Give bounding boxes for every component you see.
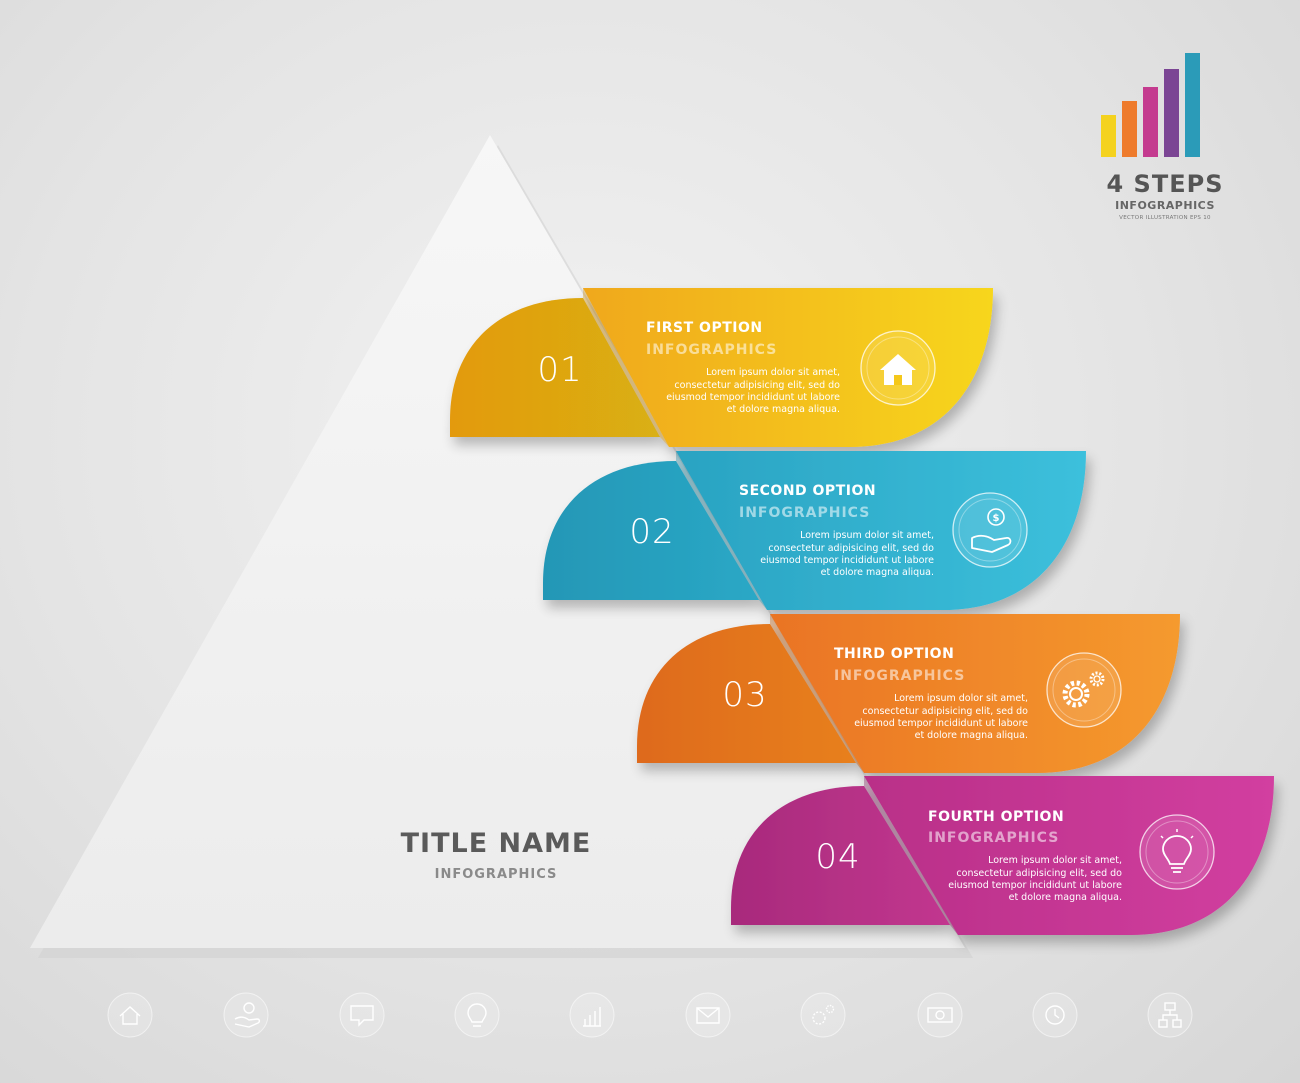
step-2-tab — [543, 461, 759, 600]
logo-bar — [1101, 115, 1116, 157]
step-3-body-line-1: Lorem ipsum dolor sit amet, — [894, 693, 1028, 704]
pyramid-subtitle: INFOGRAPHICS — [435, 867, 558, 882]
footer-envelope-icon[interactable] — [685, 992, 731, 1038]
logo-subtitle: INFOGRAPHICS — [1115, 199, 1215, 212]
logo-bar — [1164, 69, 1179, 157]
step-4-fold — [864, 776, 958, 935]
step-4-body-line-3: eiusmod tempor incididunt ut labore — [948, 880, 1122, 891]
step-3-title: THIRD OPTION — [834, 646, 954, 662]
footer-network-icon[interactable] — [1147, 992, 1193, 1038]
footer-money-hand-icon[interactable] — [223, 992, 269, 1038]
step-4-tab — [731, 786, 950, 925]
step-1-subtitle: INFOGRAPHICS — [646, 342, 777, 358]
logo-bar — [1185, 53, 1200, 157]
step-2-banner — [676, 451, 1086, 610]
step-1-tab — [450, 298, 660, 437]
step-2-subtitle: INFOGRAPHICS — [739, 505, 870, 521]
step-4-body-line-4: et dolore magna aliqua. — [1009, 892, 1122, 903]
logo-bar — [1122, 101, 1137, 157]
step-3-body-line-2: consectetur adipisicing elit, sed do — [862, 706, 1028, 717]
step-2-title: SECOND OPTION — [739, 483, 876, 499]
step-2-body-line-1: Lorem ipsum dolor sit amet, — [800, 530, 934, 541]
step-4-title: FOURTH OPTION — [928, 809, 1064, 825]
logo-small-text: VECTOR ILLUSTRATION EPS 10 — [1119, 215, 1211, 221]
pyramid-title: TITLE NAME — [401, 828, 592, 859]
lightbulb-icon — [1139, 814, 1215, 890]
step-3-body-line-4: et dolore magna aliqua. — [915, 730, 1028, 741]
footer-home-icon[interactable] — [107, 992, 153, 1038]
step-1-banner — [583, 288, 993, 447]
footer-speech-bubble-icon[interactable] — [339, 992, 385, 1038]
step-4-number: 04 — [815, 837, 860, 877]
gears-icon — [1046, 652, 1122, 728]
footer-gears-icon[interactable] — [800, 992, 846, 1038]
step-2-body-line-2: consectetur adipisicing elit, sed do — [768, 543, 934, 554]
step-2-body-line-3: eiusmod tempor incididunt ut labore — [760, 555, 934, 566]
step-2-body-line-4: et dolore magna aliqua. — [821, 567, 934, 578]
footer-bar-chart-icon[interactable] — [569, 992, 615, 1038]
home-icon — [860, 330, 936, 406]
step-1-fold — [583, 288, 669, 447]
step-1-body-line-3: eiusmod tempor incididunt ut labore — [666, 392, 840, 403]
step-1-body-line-1: Lorem ipsum dolor sit amet, — [706, 367, 840, 378]
logo-bar-chart-icon — [1101, 53, 1200, 157]
step-3-fold — [770, 614, 864, 773]
step-3-number: 03 — [722, 675, 767, 715]
step-4-body-line-2: consectetur adipisicing elit, sed do — [956, 868, 1122, 879]
step-2-number: 02 — [629, 512, 674, 552]
step-2[interactable] — [543, 451, 1086, 610]
step-1-title: FIRST OPTION — [646, 320, 763, 336]
step-2-fold — [676, 451, 767, 610]
step-3-tab — [637, 624, 856, 763]
logo-title: 4 STEPS — [1107, 170, 1224, 198]
footer-icons — [107, 992, 1193, 1038]
footer-clock-icon[interactable] — [1032, 992, 1078, 1038]
step-1-body-line-4: et dolore magna aliqua. — [727, 404, 840, 415]
step-4-body-line-1: Lorem ipsum dolor sit amet, — [988, 855, 1122, 866]
footer-lightbulb-icon[interactable] — [454, 992, 500, 1038]
step-1-number: 01 — [537, 350, 582, 390]
logo-bar — [1143, 87, 1158, 157]
step-3-subtitle: INFOGRAPHICS — [834, 668, 965, 684]
step-4-subtitle: INFOGRAPHICS — [928, 830, 1059, 846]
footer-banknote-icon[interactable] — [917, 992, 963, 1038]
steps-logo: 4 STEPS INFOGRAPHICS VECTOR ILLUSTRATION… — [1101, 53, 1224, 221]
step-1-body-line-2: consectetur adipisicing elit, sed do — [674, 380, 840, 391]
step-1[interactable] — [450, 288, 993, 447]
svg-text:$: $ — [993, 513, 1000, 524]
money-hand-icon: $ — [952, 492, 1028, 568]
step-3-body-line-3: eiusmod tempor incididunt ut labore — [854, 718, 1028, 729]
